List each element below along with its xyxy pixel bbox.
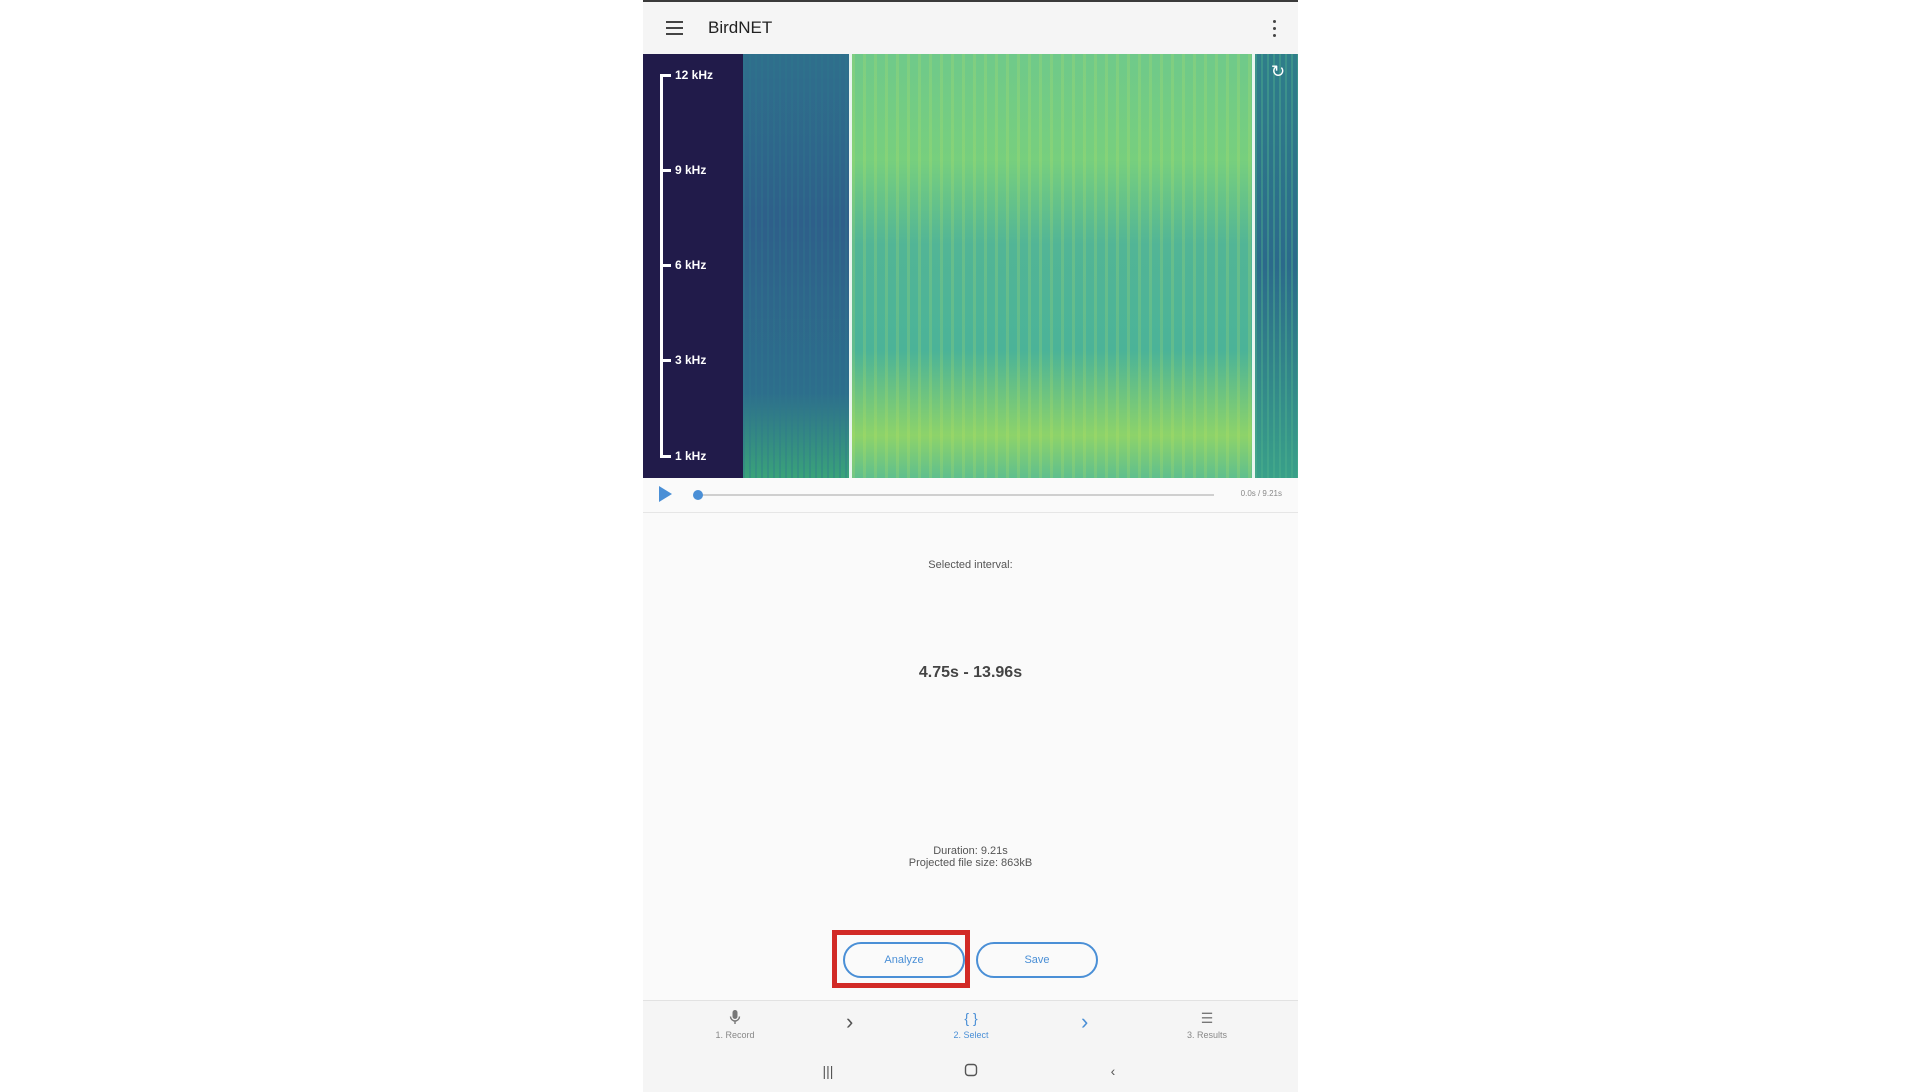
- save-button[interactable]: Save: [976, 942, 1098, 978]
- frequency-tick: [660, 74, 671, 77]
- frequency-label: 3 kHz: [675, 353, 707, 367]
- playback-time: 0.0s / 9.21s: [1240, 489, 1282, 498]
- seek-bar[interactable]: [696, 494, 1214, 496]
- bottom-navigation: 1. Record › { } 2. Select › ☰ 3. Results: [643, 1000, 1298, 1056]
- nav-item-record[interactable]: 1. Record: [685, 1009, 785, 1040]
- home-icon[interactable]: [959, 1063, 983, 1083]
- selection-end-handle[interactable]: [1252, 54, 1255, 478]
- spectrogram-left-region: [743, 54, 850, 478]
- frequency-tick: [660, 169, 671, 172]
- nav-label-record: 1. Record: [715, 1030, 755, 1040]
- audio-player: 0.0s / 9.21s: [643, 478, 1298, 513]
- frequency-tick: [660, 455, 671, 458]
- app-bar: BirdNET: [643, 0, 1298, 54]
- selected-interval-value: 4.75s - 13.96s: [918, 664, 1023, 681]
- frequency-label: 1 kHz: [675, 449, 707, 463]
- more-vertical-icon[interactable]: [1264, 16, 1284, 42]
- nav-label-select: 2. Select: [953, 1030, 989, 1040]
- recents-icon[interactable]: |||: [822, 1063, 834, 1079]
- duration-text: Duration: 9.21s: [933, 845, 1008, 857]
- spectrogram-selected-region[interactable]: [852, 54, 1253, 478]
- nav-item-select[interactable]: { } 2. Select: [921, 1009, 1021, 1040]
- seek-thumb[interactable]: [693, 490, 703, 500]
- analyze-button[interactable]: Analyze: [843, 942, 965, 978]
- list-icon: ☰: [1200, 1010, 1214, 1026]
- braces-icon: { }: [964, 1010, 978, 1026]
- system-navigation-bar: ||| ‹: [643, 1055, 1298, 1092]
- frequency-tick: [660, 359, 671, 362]
- frequency-label: 9 kHz: [675, 163, 707, 177]
- chevron-right-icon: ›: [1081, 1009, 1089, 1034]
- chevron-right-icon: ›: [846, 1009, 854, 1034]
- nav-label-results: 3. Results: [1186, 1030, 1228, 1040]
- refresh-icon[interactable]: ↻: [1270, 62, 1286, 81]
- app-window: BirdNET 12 kHz 9 kHz 6 kHz 3 kHz 1 kHz ↻…: [643, 0, 1298, 1092]
- frequency-tick: [660, 264, 671, 267]
- nav-item-results[interactable]: ☰ 3. Results: [1157, 1009, 1257, 1040]
- spectrogram[interactable]: 12 kHz 9 kHz 6 kHz 3 kHz 1 kHz ↻: [643, 54, 1298, 478]
- selected-interval-label: Selected interval:: [928, 559, 1013, 571]
- file-size-text: Projected file size: 863kB: [908, 857, 1033, 869]
- frequency-label: 6 kHz: [675, 258, 707, 272]
- analyze-highlight-box: [832, 930, 970, 988]
- spectrogram-right-region: [1255, 54, 1298, 478]
- play-icon[interactable]: [659, 486, 672, 502]
- hamburger-menu-icon[interactable]: [663, 16, 687, 40]
- selection-start-handle[interactable]: [849, 54, 852, 478]
- app-title: BirdNET: [708, 18, 773, 37]
- frequency-label: 12 kHz: [675, 68, 714, 82]
- back-icon[interactable]: ‹: [1110, 1063, 1116, 1079]
- microphone-icon: [685, 1009, 785, 1027]
